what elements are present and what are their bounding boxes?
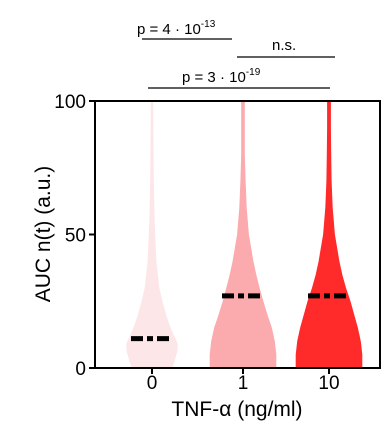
x-tick-label-10: 10	[318, 373, 339, 394]
violins-layer	[126, 101, 363, 368]
violin-1	[209, 101, 277, 368]
y-tick-label-100: 100	[54, 92, 86, 113]
annotation-label-0: p = 4 · 10-13	[137, 19, 216, 38]
y-tick-label-50: 50	[65, 226, 86, 247]
x-tick-label-1: 1	[238, 373, 249, 394]
violin-10	[295, 101, 363, 368]
x-tick-label-0: 0	[147, 373, 158, 394]
x-axis-label: TNF-α (ng/ml)	[171, 398, 302, 421]
annotation-label-2: p = 3 · 10-19	[182, 67, 261, 86]
x-axis: 0 1 10	[147, 368, 340, 394]
significance-annotations: p = 4 · 10-13 n.s. p = 3 · 10-19	[137, 19, 335, 89]
y-axis-label: AUC n(t) (a.u.)	[32, 166, 55, 303]
y-axis: 0 50 100	[54, 92, 95, 380]
medians-layer	[131, 293, 350, 342]
violin-0	[126, 101, 178, 368]
annotation-label-1: n.s.	[272, 37, 296, 54]
y-tick-label-0: 0	[75, 359, 86, 380]
